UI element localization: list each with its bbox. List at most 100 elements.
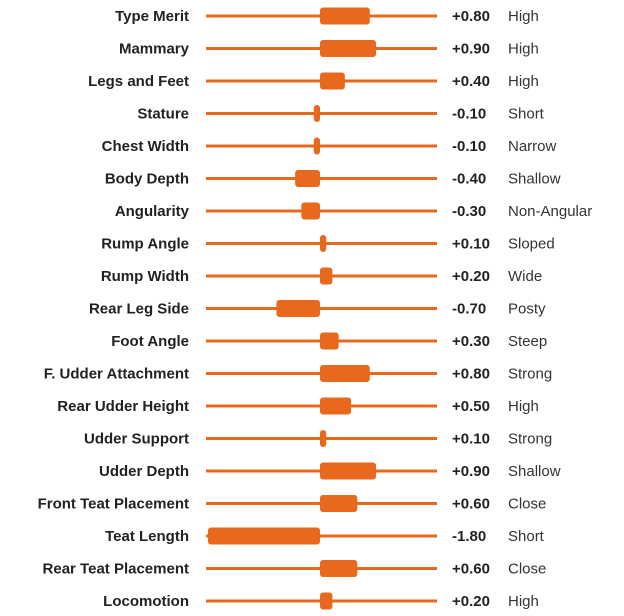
trait-bar <box>320 235 327 252</box>
trait-value: +0.80 <box>452 366 490 383</box>
trait-label: Udder Support <box>84 431 189 448</box>
trait-descriptor: High <box>508 73 539 90</box>
trait-bar <box>295 170 320 187</box>
trait-row: Udder Depth +0.90 Shallow <box>99 462 561 480</box>
trait-label: Chest Width <box>102 138 189 155</box>
trait-descriptor: Sloped <box>508 236 555 253</box>
trait-value: +0.60 <box>452 561 490 578</box>
trait-row: Angularity -0.30 Non-Angular <box>115 202 592 220</box>
trait-value: -0.40 <box>452 171 486 188</box>
trait-row: Front Teat Placement +0.60 Close <box>38 495 546 513</box>
trait-row: Udder Support +0.10 Strong <box>84 430 552 448</box>
trait-descriptor: High <box>508 398 539 415</box>
trait-bar <box>320 332 339 350</box>
trait-value: +0.40 <box>452 73 490 90</box>
trait-row: Rump Width +0.20 Wide <box>101 267 542 285</box>
trait-descriptor: Short <box>508 106 545 123</box>
trait-bar <box>320 495 358 512</box>
trait-bar <box>320 365 370 382</box>
trait-value: -1.80 <box>452 528 486 545</box>
trait-row: Locomotion +0.20 High <box>103 592 539 610</box>
trait-bar <box>208 527 320 545</box>
trait-row: Body Depth -0.40 Shallow <box>105 170 561 188</box>
trait-track <box>206 534 437 538</box>
trait-label: Legs and Feet <box>88 73 189 90</box>
trait-bar <box>320 430 327 447</box>
trait-value: +0.60 <box>452 496 490 513</box>
trait-label: Type Merit <box>115 8 189 25</box>
trait-label: Rear Teat Placement <box>43 561 189 578</box>
trait-value: +0.20 <box>452 268 490 285</box>
trait-bar <box>320 560 358 577</box>
trait-bar <box>313 137 320 155</box>
trait-bar <box>320 267 333 285</box>
trait-label: Rump Angle <box>101 236 189 253</box>
trait-label: Teat Length <box>105 528 189 545</box>
trait-label: Stature <box>137 106 189 123</box>
trait-descriptor: Posty <box>508 301 546 318</box>
trait-descriptor: Close <box>508 496 546 513</box>
trait-descriptor: High <box>508 41 539 58</box>
trait-value: -0.70 <box>452 301 486 318</box>
trait-value: +0.90 <box>452 463 490 480</box>
trait-descriptor: Strong <box>508 366 552 383</box>
trait-label: Foot Angle <box>111 333 189 350</box>
trait-descriptor: Close <box>508 561 546 578</box>
trait-value: +0.10 <box>452 236 490 253</box>
trait-bar <box>276 300 320 317</box>
trait-label: Rear Leg Side <box>89 301 189 318</box>
trait-label: Rear Udder Height <box>57 398 189 415</box>
trait-track <box>206 307 437 310</box>
trait-label: Front Teat Placement <box>38 496 189 513</box>
trait-value: +0.80 <box>452 8 490 25</box>
trait-label: Angularity <box>115 203 190 220</box>
trait-value: +0.10 <box>452 431 490 448</box>
trait-label: Mammary <box>119 41 190 58</box>
trait-descriptor: Short <box>508 528 545 545</box>
trait-track <box>206 209 437 213</box>
trait-row: Rump Angle +0.10 Sloped <box>101 235 555 253</box>
trait-bar <box>313 105 320 122</box>
trait-label: Locomotion <box>103 593 189 610</box>
trait-bar <box>320 592 333 610</box>
trait-descriptor: Shallow <box>508 463 561 480</box>
trait-descriptor: Steep <box>508 333 547 350</box>
trait-bar <box>320 72 345 90</box>
trait-bar <box>301 202 320 220</box>
trait-bar <box>320 40 376 57</box>
trait-descriptor: High <box>508 593 539 610</box>
trait-label: Body Depth <box>105 171 189 188</box>
trait-value: -0.10 <box>452 106 486 123</box>
trait-row: Mammary +0.90 High <box>119 40 539 58</box>
trait-label: F. Udder Attachment <box>44 366 189 383</box>
trait-descriptor: Wide <box>508 268 542 285</box>
trait-bar <box>320 7 370 25</box>
trait-row: Type Merit +0.80 High <box>115 7 539 25</box>
trait-descriptor: Shallow <box>508 171 561 188</box>
trait-row: Foot Angle +0.30 Steep <box>111 332 547 350</box>
trait-track <box>206 112 437 115</box>
trait-label: Rump Width <box>101 268 189 285</box>
trait-track <box>206 144 437 148</box>
trait-row: Chest Width -0.10 Narrow <box>102 137 557 155</box>
trait-descriptor: Narrow <box>508 138 557 155</box>
trait-value: +0.30 <box>452 333 490 350</box>
trait-row: F. Udder Attachment +0.80 Strong <box>44 365 552 383</box>
trait-value: -0.30 <box>452 203 486 220</box>
trait-bar <box>320 462 376 480</box>
trait-row: Rear Teat Placement +0.60 Close <box>43 560 546 578</box>
trait-track <box>206 177 437 180</box>
trait-label: Udder Depth <box>99 463 189 480</box>
trait-row: Rear Leg Side -0.70 Posty <box>89 300 546 318</box>
trait-value: -0.10 <box>452 138 486 155</box>
trait-row: Teat Length -1.80 Short <box>105 527 545 545</box>
trait-descriptor: High <box>508 8 539 25</box>
trait-value: +0.20 <box>452 593 490 610</box>
trait-row: Rear Udder Height +0.50 High <box>57 397 539 415</box>
trait-value: +0.50 <box>452 398 490 415</box>
trait-descriptor: Strong <box>508 431 552 448</box>
trait-value: +0.90 <box>452 41 490 58</box>
trait-row: Legs and Feet +0.40 High <box>88 72 539 90</box>
trait-descriptor: Non-Angular <box>508 203 592 220</box>
